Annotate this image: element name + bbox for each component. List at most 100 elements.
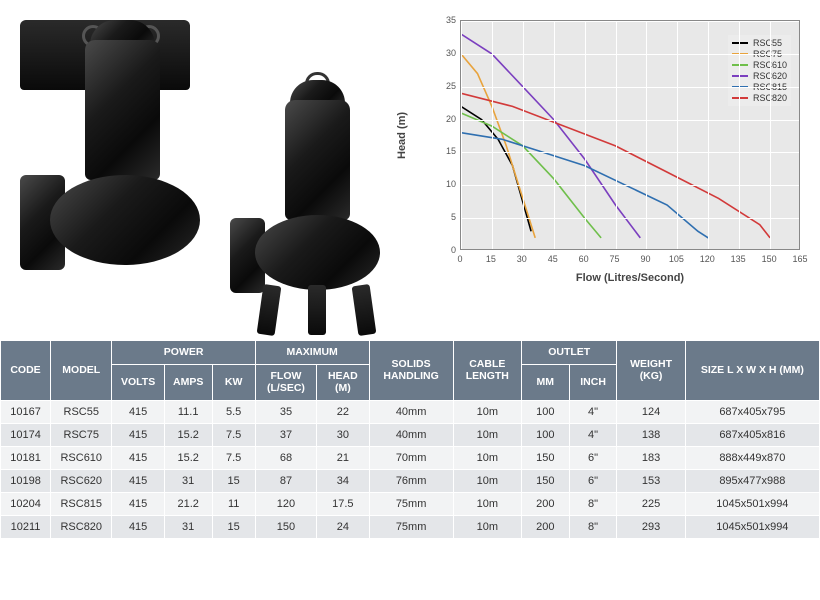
cell-head: 30 — [317, 423, 369, 446]
th-amps: AMPS — [164, 364, 212, 400]
th-kw: KW — [212, 364, 255, 400]
cell-volts: 415 — [112, 423, 164, 446]
cell-model: RSC55 — [51, 400, 112, 423]
y-tick-label: 30 — [426, 48, 456, 58]
x-tick-label: 105 — [664, 254, 688, 264]
table-row: 10174RSC7541515.27.5373040mm10m1004"1386… — [1, 423, 820, 446]
cell-amps: 15.2 — [164, 423, 212, 446]
table-row: 10167RSC5541511.15.5352240mm10m1004"1246… — [1, 400, 820, 423]
cell-amps: 31 — [164, 469, 212, 492]
cell-head: 34 — [317, 469, 369, 492]
cell-amps: 15.2 — [164, 446, 212, 469]
cell-flow: 68 — [255, 446, 316, 469]
cell-kw: 7.5 — [212, 446, 255, 469]
x-tick-label: 165 — [788, 254, 812, 264]
th-code: CODE — [1, 341, 51, 401]
cell-model: RSC610 — [51, 446, 112, 469]
cell-model: RSC815 — [51, 492, 112, 515]
cell-model: RSC820 — [51, 515, 112, 538]
th-power: POWER — [112, 341, 255, 365]
th-mm: MM — [521, 364, 569, 400]
cell-flow: 120 — [255, 492, 316, 515]
x-tick-label: 90 — [633, 254, 657, 264]
table-row: 10198RSC6204153115873476mm10m1506"153895… — [1, 469, 820, 492]
series-line — [461, 34, 640, 238]
cell-kw: 11 — [212, 492, 255, 515]
cell-mm: 150 — [521, 469, 569, 492]
performance-chart: Head (m) RSC55RSC75RSC610RSC620RSC815RSC… — [420, 10, 810, 290]
cell-kw: 15 — [212, 515, 255, 538]
x-tick-label: 0 — [448, 254, 472, 264]
cell-cable: 10m — [453, 469, 521, 492]
legend-item: RSC55 — [732, 38, 787, 48]
cell-inch: 4" — [569, 423, 617, 446]
y-tick-label: 5 — [426, 212, 456, 222]
cell-mm: 200 — [521, 492, 569, 515]
cell-amps: 31 — [164, 515, 212, 538]
cell-inch: 6" — [569, 469, 617, 492]
cell-head: 22 — [317, 400, 369, 423]
cell-flow: 87 — [255, 469, 316, 492]
pump-image-large — [20, 20, 220, 340]
cell-mm: 150 — [521, 446, 569, 469]
cell-solids: 40mm — [369, 423, 453, 446]
x-tick-label: 15 — [479, 254, 503, 264]
table-row: 10211RSC82041531151502475mm10m2008"29310… — [1, 515, 820, 538]
x-tick-label: 45 — [541, 254, 565, 264]
cell-solids: 76mm — [369, 469, 453, 492]
cell-cable: 10m — [453, 446, 521, 469]
cell-weight: 153 — [617, 469, 685, 492]
x-axis-title: Flow (Litres/Second) — [460, 272, 800, 284]
cell-flow: 150 — [255, 515, 316, 538]
cell-mm: 200 — [521, 515, 569, 538]
cell-solids: 75mm — [369, 515, 453, 538]
cell-code: 10174 — [1, 423, 51, 446]
cell-model: RSC620 — [51, 469, 112, 492]
cell-kw: 7.5 — [212, 423, 255, 446]
cell-volts: 415 — [112, 400, 164, 423]
table-body: 10167RSC5541511.15.5352240mm10m1004"1246… — [1, 400, 820, 538]
x-tick-label: 120 — [695, 254, 719, 264]
cell-cable: 10m — [453, 423, 521, 446]
table-header: CODE MODEL POWER MAXIMUM SOLIDS HANDLING… — [1, 341, 820, 401]
cell-flow: 37 — [255, 423, 316, 446]
th-volts: VOLTS — [112, 364, 164, 400]
cell-code: 10181 — [1, 446, 51, 469]
cell-head: 24 — [317, 515, 369, 538]
th-outlet: OUTLET — [521, 341, 617, 365]
cell-mm: 100 — [521, 423, 569, 446]
cell-kw: 15 — [212, 469, 255, 492]
th-maximum: MAXIMUM — [255, 341, 369, 365]
cell-weight: 293 — [617, 515, 685, 538]
cell-cable: 10m — [453, 400, 521, 423]
cell-inch: 6" — [569, 446, 617, 469]
th-inch: INCH — [569, 364, 617, 400]
product-images — [0, 0, 420, 340]
table-row: 10181RSC61041515.27.5682170mm10m1506"183… — [1, 446, 820, 469]
top-section: Head (m) RSC55RSC75RSC610RSC620RSC815RSC… — [0, 0, 820, 340]
y-tick-label: 20 — [426, 114, 456, 124]
x-tick-label: 150 — [757, 254, 781, 264]
x-tick-label: 75 — [603, 254, 627, 264]
cell-volts: 415 — [112, 469, 164, 492]
cell-head: 21 — [317, 446, 369, 469]
cell-weight: 225 — [617, 492, 685, 515]
pump-image-small — [230, 80, 400, 340]
table-row: 10204RSC81541521.21112017.575mm10m2008"2… — [1, 492, 820, 515]
cell-code: 10198 — [1, 469, 51, 492]
cell-code: 10211 — [1, 515, 51, 538]
y-tick-label: 15 — [426, 146, 456, 156]
th-model: MODEL — [51, 341, 112, 401]
y-tick-label: 25 — [426, 81, 456, 91]
cell-size: 687x405x795 — [685, 400, 819, 423]
legend-label: RSC55 — [753, 38, 782, 48]
cell-cable: 10m — [453, 492, 521, 515]
cell-weight: 124 — [617, 400, 685, 423]
cell-size: 1045x501x994 — [685, 492, 819, 515]
legend-item: RSC610 — [732, 60, 787, 70]
th-solids: SOLIDS HANDLING — [369, 341, 453, 401]
cell-volts: 415 — [112, 515, 164, 538]
chart-container: Head (m) RSC55RSC75RSC610RSC620RSC815RSC… — [420, 0, 820, 340]
cell-code: 10167 — [1, 400, 51, 423]
cell-mm: 100 — [521, 400, 569, 423]
